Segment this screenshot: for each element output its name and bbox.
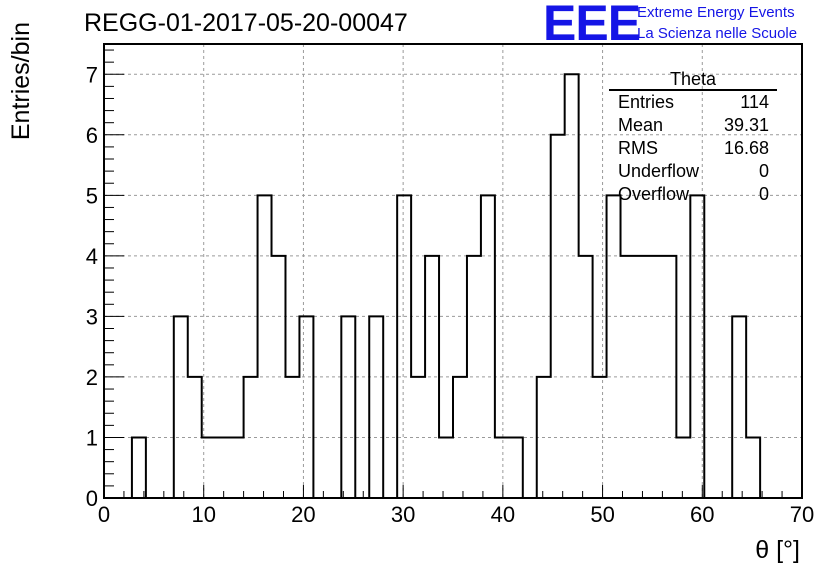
stats-value: 16.68 xyxy=(723,138,769,158)
x-tick-label: 20 xyxy=(291,502,315,527)
stats-label: Overflow xyxy=(618,184,690,204)
y-tick-label: 5 xyxy=(86,183,98,208)
stats-box: Theta Entries 114 Mean 39.31 RMS 16.68 U… xyxy=(609,69,777,206)
stats-row-rms: RMS 16.68 xyxy=(609,137,777,160)
stats-row-overflow: Overflow 0 xyxy=(609,183,777,206)
y-tick-label: 3 xyxy=(86,304,98,329)
y-tick-label: 2 xyxy=(86,365,98,390)
stats-value: 0 xyxy=(758,161,769,181)
y-tick-label: 6 xyxy=(86,123,98,148)
stats-value: 0 xyxy=(758,184,769,204)
stats-row-entries: Entries 114 xyxy=(609,91,777,114)
stats-row-mean: Mean 39.31 xyxy=(609,114,777,137)
x-tick-label: 30 xyxy=(391,502,415,527)
y-tick-label: 4 xyxy=(86,244,98,269)
x-tick-label: 10 xyxy=(191,502,215,527)
stats-value: 39.31 xyxy=(723,115,769,135)
x-tick-labels: 0 10 20 30 40 50 60 70 xyxy=(98,502,814,527)
stats-label: Entries xyxy=(618,92,675,112)
y-tick-labels: 0 1 2 3 4 5 6 7 xyxy=(86,62,98,511)
run-title: REGG-01-2017-05-20-00047 xyxy=(84,9,408,37)
stats-label: Underflow xyxy=(618,161,700,181)
x-tick-label: 60 xyxy=(690,502,714,527)
stats-row-underflow: Underflow 0 xyxy=(609,160,777,183)
stats-label: RMS xyxy=(618,138,658,158)
logo-tagline-1: Extreme Energy Events xyxy=(637,4,795,21)
y-tick-label: 7 xyxy=(86,62,98,87)
plot-frame xyxy=(103,43,803,499)
y-tick-label: 0 xyxy=(86,486,98,511)
x-tick-label: 50 xyxy=(590,502,614,527)
stats-value: 114 xyxy=(740,92,769,112)
x-axis-label: θ [°] xyxy=(755,536,800,564)
stats-label: Mean xyxy=(618,115,664,135)
y-tick-label: 1 xyxy=(86,425,98,450)
x-tick-label: 70 xyxy=(790,502,814,527)
axis-ticks xyxy=(103,49,803,499)
x-tick-label: 40 xyxy=(491,502,515,527)
logo-tagline-2: La Scienza nelle Scuole xyxy=(637,25,798,42)
histogram-step-line xyxy=(104,73,802,499)
y-axis-label: Entries/bin xyxy=(7,22,35,140)
x-tick-label: 0 xyxy=(98,502,110,527)
eee-logo: EEE xyxy=(543,0,641,51)
stats-title: Theta xyxy=(609,69,777,91)
